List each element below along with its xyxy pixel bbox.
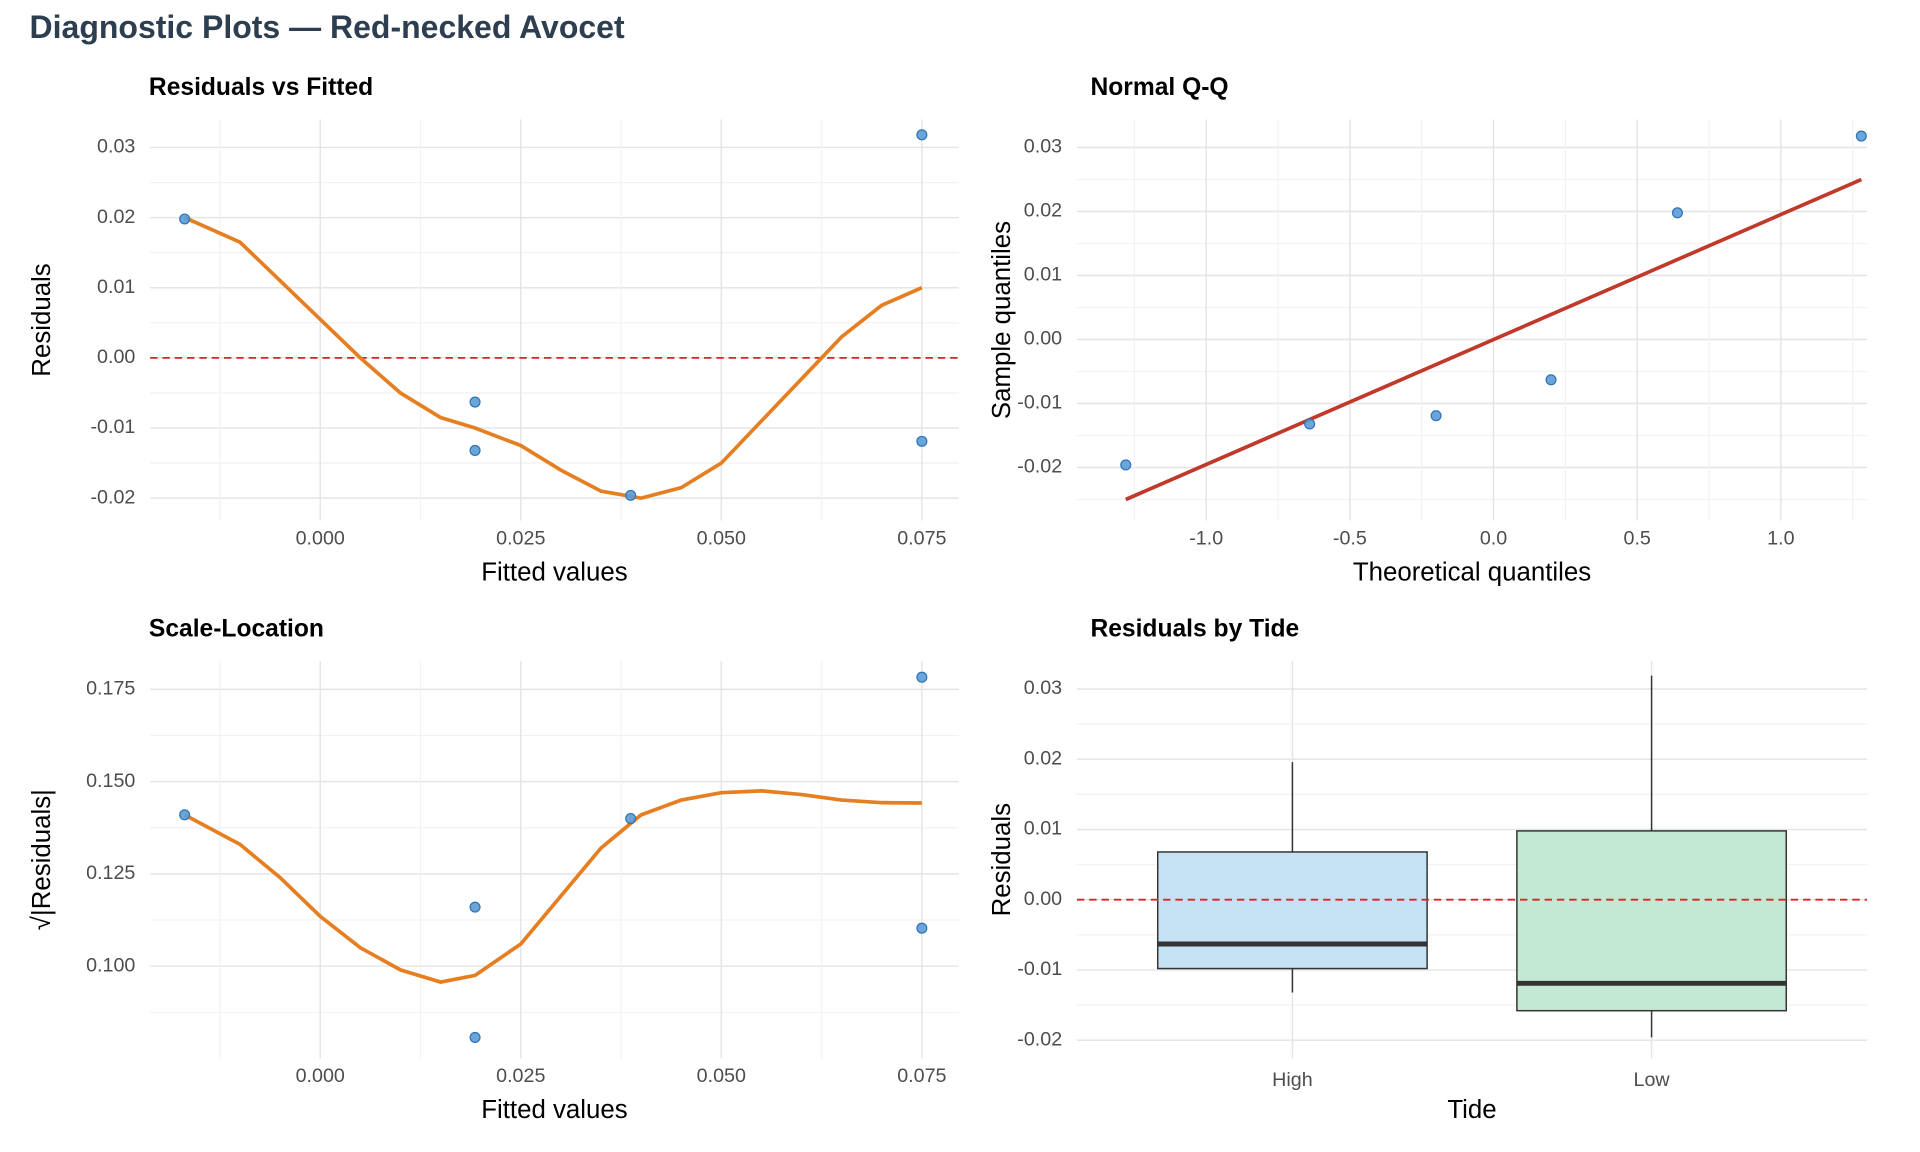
point [625,489,637,501]
panel-title: Scale-Location [149,616,324,643]
x-tick-label: 0.000 [296,1065,345,1087]
x-tick-label: 1.0 [1767,527,1794,549]
point [1304,418,1316,430]
x-tick-label: -1.0 [1189,527,1223,549]
point [469,1031,481,1043]
point [469,901,481,913]
point [916,435,928,447]
y-axis-label: Residuals [988,803,1016,916]
x-tick-label: 0.000 [296,527,345,549]
y-tick-label: -0.01 [1017,958,1062,980]
point [916,922,928,934]
x-axis-label: Theoretical quantiles [1353,558,1591,586]
fit-line [183,215,923,501]
x-tick-label: 0.025 [496,1065,545,1087]
y-tick-label: 0.00 [1024,328,1062,350]
y-tick-label: 0.125 [86,862,135,884]
box [1156,851,1428,970]
point [469,396,481,408]
y-axis-label: Residuals [28,263,56,376]
y-tick-label: -0.01 [1017,392,1062,414]
point [916,129,928,141]
point [1855,130,1867,142]
point [1545,374,1557,386]
panel-title: Normal Q-Q [1090,74,1228,101]
x-tick-label: -0.5 [1333,527,1367,549]
y-tick-label: 0.01 [1024,818,1062,840]
y-tick-label: 0.150 [86,770,135,792]
x-tick-label: 0.050 [697,527,746,549]
point [916,671,928,683]
y-tick-label: 0.00 [97,346,135,368]
y-axis-label: √|Residuals| [28,789,56,930]
x-axis-label: Fitted values [481,558,627,586]
y-tick-label: 0.00 [1024,888,1062,910]
y-axis-label: Sample quantiles [988,221,1016,419]
y-tick-label: -0.02 [1017,456,1062,478]
y-tick-label: 0.01 [1024,264,1062,286]
panel-title: Residuals vs Fitted [149,74,373,101]
x-tick-label: 0.050 [697,1065,746,1087]
x-axis-label: Tide [1447,1096,1496,1124]
point [179,213,191,225]
x-tick-label: High [1272,1069,1313,1091]
point [1671,207,1683,219]
fit-line [1125,177,1863,502]
y-tick-label: 0.01 [97,276,135,298]
point [1120,459,1132,471]
point [1430,410,1442,422]
x-tick-label: 0.075 [897,527,946,549]
panel-title: Residuals by Tide [1090,616,1299,643]
y-tick-label: 0.02 [97,206,135,228]
fit-line [183,789,922,984]
y-tick-label: -0.02 [91,486,136,508]
y-tick-label: 0.02 [1024,200,1062,222]
point [469,444,481,457]
y-tick-label: 0.02 [1024,747,1062,769]
y-tick-label: 0.03 [1024,136,1062,158]
y-tick-label: 0.03 [1024,677,1062,699]
x-tick-label: 0.075 [897,1065,946,1087]
x-tick-label: 0.025 [496,527,545,549]
x-axis-label: Fitted values [481,1096,627,1124]
point [179,809,191,821]
point [625,812,637,825]
x-tick-label: Low [1634,1069,1671,1091]
x-tick-label: 0.0 [1480,527,1507,549]
x-tick-label: 0.5 [1624,527,1651,549]
box [1516,830,1788,1012]
main-title: Diagnostic Plots — Red-necked Avocet [30,9,625,45]
y-tick-label: 0.100 [86,954,135,976]
y-tick-label: -0.01 [91,416,136,438]
y-tick-label: 0.175 [86,678,135,700]
y-tick-label: 0.03 [97,136,135,158]
y-tick-label: -0.02 [1017,1028,1062,1050]
